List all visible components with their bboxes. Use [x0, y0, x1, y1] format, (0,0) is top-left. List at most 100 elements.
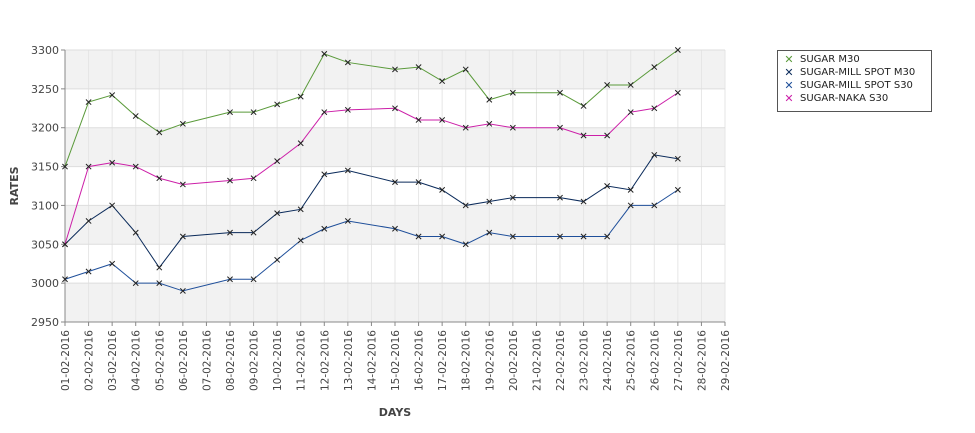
data-point-marker [557, 89, 563, 96]
legend-marker-4: ✕ [784, 92, 794, 105]
data-point-marker [674, 155, 681, 162]
data-point-marker [227, 229, 233, 236]
data-point-marker [62, 241, 68, 248]
data-point-marker [651, 202, 658, 209]
data-point-marker [439, 233, 446, 240]
data-point-marker [321, 109, 328, 116]
data-point-marker [109, 260, 116, 267]
data-point-marker [415, 116, 422, 123]
legend-item-1: ✕ SUGAR M30 [778, 53, 931, 66]
data-point-marker [486, 229, 493, 236]
data-point-marker [156, 280, 163, 287]
y-tick-label: 3100 [31, 199, 59, 212]
data-point-marker [486, 198, 493, 205]
data-point-marker [674, 47, 681, 53]
data-point-marker [250, 276, 257, 283]
data-point-marker [627, 186, 634, 193]
data-point-marker [580, 103, 587, 109]
y-axis-title: RATES [8, 166, 21, 205]
data-point-marker [392, 179, 398, 186]
x-tick-label: 18-02-2016 [461, 330, 473, 391]
data-point-marker [651, 105, 658, 112]
data-point-marker [462, 202, 469, 209]
x-tick-label: 22-02-2016 [555, 330, 567, 391]
data-point-marker [344, 59, 351, 66]
data-point-marker [274, 158, 281, 165]
data-point-marker [580, 198, 587, 205]
y-tick-label: 3200 [31, 122, 59, 135]
data-point-marker [85, 99, 92, 106]
y-tick-label: 3000 [31, 277, 59, 290]
legend-marker-3: ✕ [784, 79, 794, 92]
data-point-marker [509, 124, 516, 131]
data-point-marker [297, 237, 304, 244]
data-point-marker [62, 163, 68, 170]
x-tick-label: 23-02-2016 [579, 330, 591, 391]
legend-item-2: ✕ SUGAR-MILL SPOT M30 [778, 66, 931, 79]
x-tick-label: 07-02-2016 [201, 330, 213, 391]
data-point-marker [651, 151, 658, 158]
data-point-marker [486, 120, 493, 127]
data-point-marker [439, 116, 446, 123]
data-point-marker [392, 225, 398, 232]
x-tick-label: 02-02-2016 [84, 330, 96, 391]
x-tick-label: 15-02-2016 [390, 330, 402, 391]
data-point-marker [297, 93, 304, 100]
data-point-marker [321, 50, 328, 57]
data-point-marker [439, 186, 446, 193]
data-point-marker [179, 287, 186, 294]
y-tick-label: 3150 [31, 161, 59, 174]
data-point-marker [392, 105, 398, 112]
x-tick-label: 20-02-2016 [508, 330, 520, 391]
data-point-marker [156, 175, 163, 182]
data-point-marker [62, 276, 68, 283]
data-point-marker [462, 241, 469, 248]
data-point-marker [604, 132, 611, 139]
data-point-marker [415, 179, 422, 186]
data-point-marker [179, 181, 186, 188]
data-point-marker [109, 159, 116, 166]
series-line-4 [64, 92, 679, 245]
series-line-3 [64, 189, 679, 292]
x-tick-label: 24-02-2016 [602, 330, 614, 391]
data-point-marker [439, 78, 446, 85]
data-point-marker [509, 194, 516, 201]
data-point-marker [462, 124, 469, 131]
data-point-marker [415, 233, 422, 240]
data-point-marker [627, 109, 634, 116]
data-point-marker [250, 229, 257, 236]
data-point-marker [109, 92, 116, 99]
data-point-marker [109, 202, 116, 209]
data-point-marker [392, 66, 398, 73]
data-point-marker [604, 233, 611, 240]
data-point-marker [509, 233, 516, 240]
x-tick-label: 08-02-2016 [225, 330, 237, 391]
legend-label-3: SUGAR-MILL SPOT S30 [800, 80, 913, 91]
chart-legend: ✕ SUGAR M30 ✕ SUGAR-MILL SPOT M30 ✕ SUGA… [777, 50, 932, 112]
data-point-marker [250, 175, 257, 182]
data-point-marker [604, 183, 611, 189]
data-point-marker [415, 64, 422, 71]
data-point-marker [580, 233, 587, 240]
data-point-marker [627, 202, 634, 209]
data-point-marker [156, 264, 163, 271]
legend-item-3: ✕ SUGAR-MILL SPOT S30 [778, 79, 931, 92]
data-point-marker [557, 124, 563, 131]
x-tick-label: 16-02-2016 [414, 330, 426, 391]
data-point-marker [85, 218, 92, 224]
data-point-marker [250, 109, 257, 116]
x-tick-label: 21-02-2016 [531, 330, 543, 391]
data-point-marker [274, 210, 281, 217]
data-point-marker [509, 89, 516, 96]
data-point-marker [297, 140, 304, 147]
x-tick-label: 14-02-2016 [366, 330, 378, 391]
data-point-marker [344, 218, 351, 224]
x-tick-label: 05-02-2016 [154, 330, 166, 391]
x-tick-label: 27-02-2016 [673, 330, 685, 391]
x-tick-label: 13-02-2016 [343, 330, 355, 391]
data-point-marker [321, 225, 328, 232]
data-point-marker [651, 64, 658, 71]
x-tick-label: 11-02-2016 [296, 330, 308, 391]
